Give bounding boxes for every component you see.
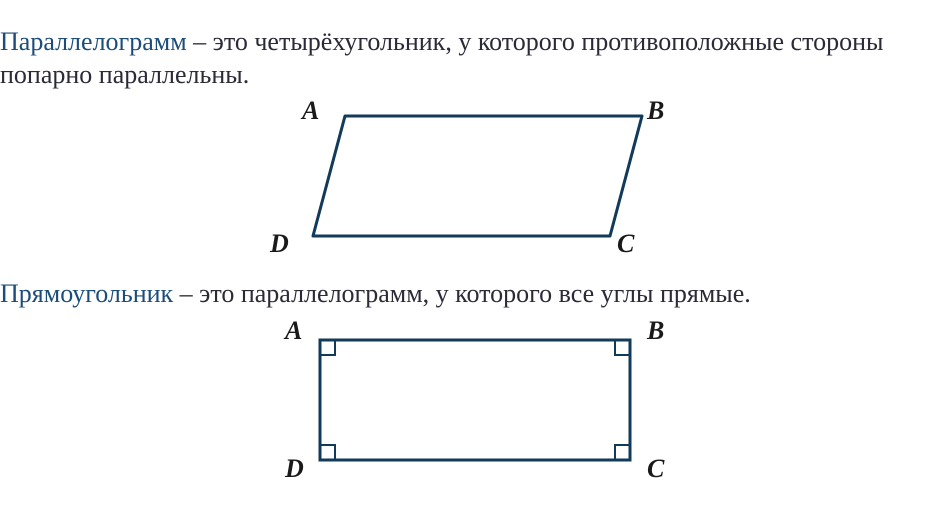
rectangle-definition: Прямоугольник – это параллелограмм, у ко… xyxy=(0,278,950,311)
parallelogram-svg xyxy=(290,108,670,248)
rectangle-term: Прямоугольник xyxy=(0,279,173,308)
rectangle-def-text: – это параллелограмм, у которого все угл… xyxy=(173,279,751,308)
vertex-label-D: D xyxy=(270,229,289,259)
rectangle-figure: A B C D xyxy=(0,316,950,486)
parallelogram-definition: Параллелограмм – это четырёхугольник, у … xyxy=(0,26,950,91)
parallelogram-figure: A B C D xyxy=(0,96,950,256)
parallelogram-term: Параллелограмм xyxy=(0,27,187,56)
page: { "parallelogram": { "term": "Параллелог… xyxy=(0,0,950,527)
rectangle-svg xyxy=(290,332,670,472)
